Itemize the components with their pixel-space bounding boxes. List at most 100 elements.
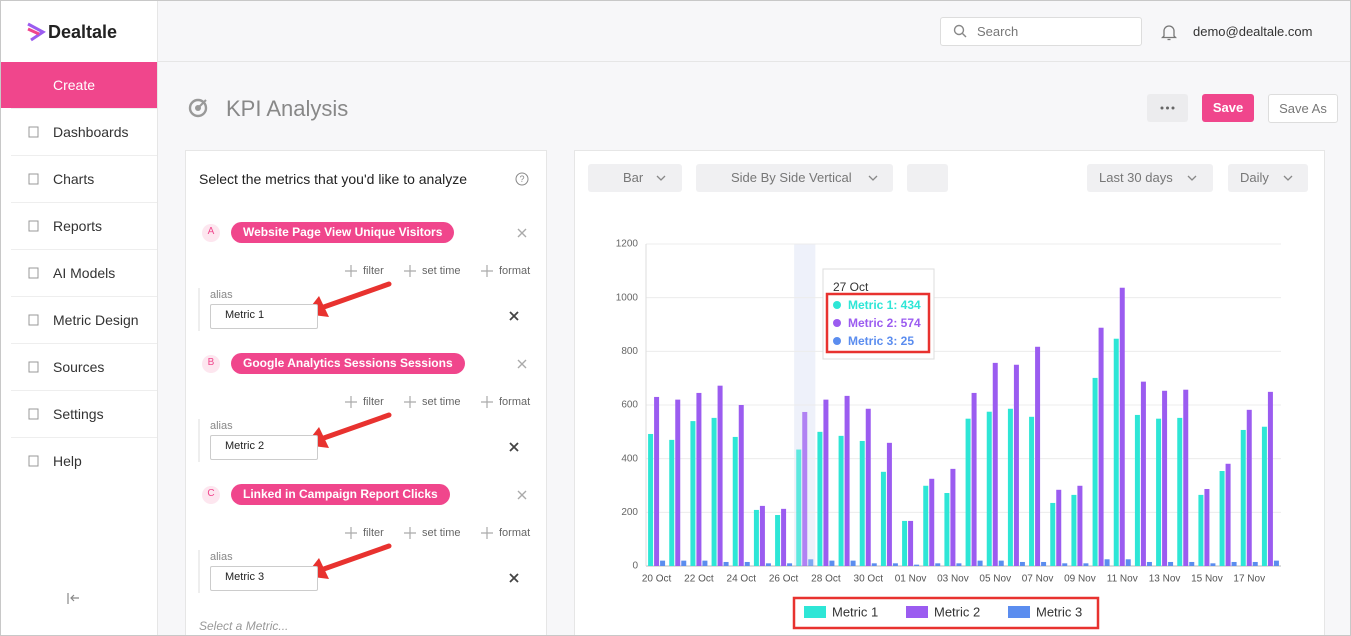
bar (865, 408, 871, 566)
create-label[interactable]: Create (53, 77, 96, 93)
tooltip-dot (833, 301, 841, 309)
bar (923, 485, 929, 566)
bar (886, 442, 892, 566)
nav-item[interactable]: Settings (53, 406, 104, 422)
bar (1092, 377, 1098, 566)
bar (660, 560, 666, 566)
select-metric-placeholder[interactable]: Select a Metric... (199, 619, 289, 633)
save-button[interactable]: Save (1202, 94, 1254, 122)
alias-label: alias (210, 420, 233, 432)
bar (944, 493, 950, 566)
metric-action[interactable]: set time (422, 396, 461, 408)
nav-item[interactable]: AI Models (53, 265, 116, 281)
x-tick-label: 05 Nov (979, 574, 1011, 585)
metric-letter: C (207, 488, 215, 499)
bar (648, 433, 654, 566)
bar (1183, 389, 1189, 566)
create-button[interactable] (1, 62, 157, 108)
bar (838, 435, 844, 566)
bar (1140, 381, 1146, 566)
legend-swatch (906, 606, 928, 618)
chart: 0 200 400 600 800 1000 1200 20 Oct 22 Oct 24 Oct 2… (616, 239, 1281, 630)
alias-input[interactable] (210, 304, 318, 329)
bar (1252, 561, 1258, 566)
nav-item[interactable]: Metric Design (53, 312, 139, 328)
bar (765, 563, 771, 566)
granularity: Daily (1240, 170, 1269, 185)
bar (1113, 338, 1119, 566)
chart-type-select[interactable]: Bar (588, 164, 682, 192)
alias-input[interactable] (210, 566, 318, 591)
bar (823, 399, 829, 566)
bell-icon[interactable] (1161, 23, 1177, 41)
bar (1162, 390, 1168, 566)
metric-action[interactable]: format (499, 527, 531, 539)
bar (759, 505, 765, 566)
bar (986, 411, 992, 566)
legend-label: Metric 1 (832, 604, 878, 619)
nav-divider (11, 155, 157, 156)
user-email[interactable]: demo@dealtale.com (1193, 24, 1313, 39)
granularity-select[interactable]: Daily (1228, 164, 1308, 192)
range: Last 30 days (1099, 170, 1173, 185)
y-tick-label: 400 (621, 453, 638, 464)
toggle-button[interactable] (907, 164, 948, 192)
metric-action[interactable]: format (499, 265, 531, 277)
bar (808, 559, 814, 566)
metric-pill[interactable]: Linked in Campaign Report Clicks (231, 484, 450, 505)
search-box[interactable] (940, 17, 1142, 46)
nav-item[interactable]: Sources (53, 359, 105, 375)
bar (902, 520, 908, 566)
x-tick-label: 20 Oct (642, 574, 672, 585)
svg-text:?: ? (519, 174, 524, 184)
alias-input[interactable] (210, 435, 318, 460)
bar (1240, 429, 1246, 566)
nav-item[interactable]: Help (53, 453, 82, 469)
bar (998, 560, 1004, 566)
bar (654, 396, 660, 566)
bar (738, 405, 744, 566)
metric-pill[interactable]: Website Page View Unique Visitors (231, 222, 455, 243)
y-tick-label: 600 (621, 400, 638, 411)
bar (732, 436, 738, 566)
bar (802, 411, 808, 566)
bar (1225, 463, 1231, 566)
bar (1267, 391, 1273, 566)
metric-action[interactable]: filter (363, 396, 384, 408)
save-as-button[interactable]: Save As (1268, 94, 1338, 123)
bar (1019, 561, 1025, 566)
nav-divider (11, 202, 157, 203)
bar (971, 392, 977, 566)
metric-action[interactable]: set time (422, 265, 461, 277)
annotation-box (825, 292, 931, 354)
range-select[interactable]: Last 30 days (1087, 164, 1213, 192)
legend-label: Metric 3 (1036, 604, 1082, 619)
bar (675, 399, 681, 566)
x-tick-label: 03 Nov (937, 574, 969, 585)
metric-action[interactable]: format (499, 396, 531, 408)
y-tick-label: 0 (632, 561, 638, 572)
metric-action[interactable]: filter (363, 265, 384, 277)
y-tick-label: 200 (621, 507, 638, 518)
metric-pill[interactable]: Google Analytics Sessions Sessions (231, 353, 465, 374)
bar (935, 563, 941, 566)
bar (1119, 287, 1125, 566)
nav-item[interactable]: Dashboards (53, 124, 129, 140)
bar (992, 362, 998, 566)
bar (1013, 364, 1019, 566)
bar (1029, 416, 1035, 566)
more-button[interactable] (1147, 94, 1188, 122)
nav-item[interactable]: Reports (53, 218, 103, 234)
nav-divider (11, 108, 157, 109)
metric-action[interactable]: set time (422, 527, 461, 539)
help-icon[interactable]: ? (515, 172, 529, 186)
layout-select[interactable]: Side By Side Vertical (696, 164, 893, 192)
nav-divider (11, 249, 157, 250)
metric-action[interactable]: filter (363, 527, 384, 539)
legend-swatch (804, 606, 826, 618)
nav-item[interactable]: Charts (53, 171, 95, 187)
bar (965, 418, 971, 566)
bar (711, 417, 717, 566)
tooltip (822, 268, 935, 360)
